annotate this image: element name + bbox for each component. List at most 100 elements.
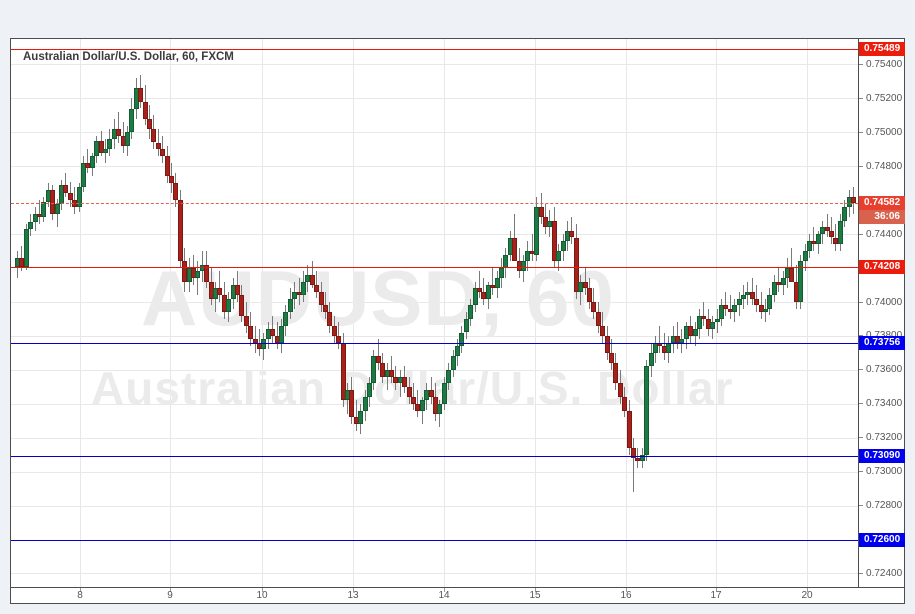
candle-up	[107, 139, 112, 150]
candle-up	[495, 278, 500, 289]
gridline-horizontal	[11, 64, 858, 66]
candle-down	[156, 142, 161, 150]
candle-wick	[277, 322, 278, 350]
candle-down	[600, 325, 605, 336]
candle-down	[539, 207, 544, 218]
candle-wick	[831, 217, 832, 245]
candle-wick	[703, 302, 704, 326]
price-tick-label: 0.73000	[859, 465, 905, 478]
gridline-vertical	[170, 39, 171, 587]
time-tick-label: 16	[620, 590, 632, 601]
candle-up	[693, 329, 698, 336]
candle-down	[750, 291, 755, 299]
candle-up	[226, 298, 231, 313]
price-level-mid-support[interactable]	[11, 456, 858, 458]
candle-wick	[514, 213, 515, 248]
time-tick-mark	[80, 588, 81, 592]
price-tag-upper-support[interactable]: 0.73756	[859, 336, 905, 351]
candle-up	[653, 342, 658, 353]
candle-up	[28, 222, 33, 229]
time-tick-mark	[170, 588, 171, 592]
candle-up	[292, 291, 297, 299]
gridline-vertical	[535, 39, 536, 587]
candle-down	[411, 397, 416, 404]
candle-up	[561, 240, 566, 252]
candle-down	[481, 291, 486, 299]
price-tick-label: 0.73400	[859, 397, 905, 410]
candle-wick	[778, 268, 779, 292]
time-axis[interactable]: 8 9 10 13 14 15 16 17 20	[11, 587, 904, 603]
candle-down	[389, 369, 394, 377]
candle-down	[759, 305, 764, 313]
candle-down	[68, 193, 73, 201]
candle-up	[455, 346, 460, 357]
candle-down	[235, 285, 240, 296]
candle-up	[547, 220, 552, 228]
candle-wick	[219, 271, 220, 302]
candle-down	[631, 447, 636, 459]
candle-up	[767, 295, 772, 309]
price-level-lower-support[interactable]	[11, 539, 858, 541]
candle-down	[789, 268, 794, 282]
price-tag-mid-resistance[interactable]: 0.74208	[859, 259, 905, 274]
candle-down	[627, 410, 632, 448]
candle-up	[24, 229, 29, 268]
candle-down	[675, 335, 680, 343]
candle-up	[710, 322, 715, 330]
candle-down	[825, 227, 830, 231]
candle-wick	[316, 271, 317, 299]
time-tick-mark	[262, 588, 263, 592]
candle-up	[763, 308, 768, 313]
candle-down	[63, 184, 68, 194]
tick-mark	[859, 437, 863, 439]
time-tick-mark	[716, 588, 717, 592]
candle-down	[811, 240, 816, 245]
price-level-upper-support[interactable]	[11, 343, 858, 345]
price-plot-area[interactable]: AUDUSD, 60 Australian Dollar/U.S. Dollar	[11, 39, 858, 587]
gridline-horizontal	[11, 234, 858, 236]
candle-down	[402, 376, 407, 387]
price-level-current-price[interactable]	[11, 203, 858, 205]
tick-mark	[859, 471, 863, 473]
candle-down	[512, 237, 517, 262]
candle-down	[336, 335, 341, 343]
candle-up	[816, 234, 821, 245]
candle-wick	[483, 278, 484, 306]
candle-down	[327, 312, 332, 326]
candle-wick	[431, 376, 432, 404]
candle-down	[723, 305, 728, 309]
tick-mark	[859, 233, 863, 235]
price-level-upper-resistance[interactable]	[11, 49, 858, 51]
candle-up	[90, 156, 95, 168]
price-axis[interactable]: 0.75400 0.75200 0.75000 0.74800 0.74400 0.740…	[858, 39, 905, 587]
candle-down	[323, 305, 328, 313]
candle-up	[644, 366, 649, 455]
candle-wick	[813, 227, 814, 252]
candle-down	[99, 140, 104, 153]
price-tag-lower-support[interactable]: 0.72600	[859, 532, 905, 547]
candle-wick	[158, 128, 159, 156]
candle-down	[182, 261, 187, 282]
candle-wick	[835, 223, 836, 251]
price-tick-label: 0.72400	[859, 567, 905, 580]
candle-wick	[730, 295, 731, 319]
price-tag-upper-resistance[interactable]: 0.75489	[859, 42, 905, 57]
gridline-horizontal	[11, 98, 858, 100]
price-level-mid-resistance[interactable]	[11, 266, 858, 268]
candle-up	[578, 281, 583, 292]
candle-up	[424, 390, 429, 401]
candle-down	[596, 312, 601, 326]
candle-down	[319, 291, 324, 306]
price-tag-mid-support[interactable]: 0.73090	[859, 449, 905, 464]
candle-down	[244, 315, 249, 326]
price-tag-current-price[interactable]: 0.74582	[859, 196, 905, 211]
candle-down	[688, 325, 693, 336]
candle-down	[635, 458, 640, 462]
candle-up	[534, 207, 539, 255]
candle-down	[50, 190, 55, 214]
candle-wick	[299, 278, 300, 306]
candle-wick	[39, 200, 40, 224]
gridline-horizontal	[11, 437, 858, 439]
candle-down	[609, 352, 614, 364]
